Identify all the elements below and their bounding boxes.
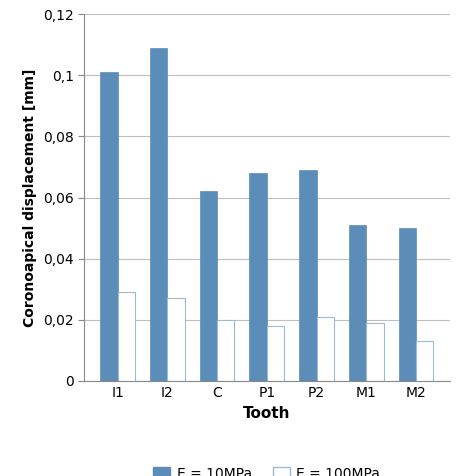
X-axis label: Tooth: Tooth <box>243 406 290 421</box>
Bar <box>249 173 266 381</box>
Bar <box>150 48 167 381</box>
Bar <box>316 317 333 381</box>
Bar <box>365 323 383 381</box>
Bar <box>398 228 415 381</box>
Bar <box>167 298 184 381</box>
Bar <box>348 225 365 381</box>
Legend: E = 10MPa, E = 100MPa: E = 10MPa, E = 100MPa <box>147 461 385 476</box>
Bar <box>415 341 432 381</box>
Bar <box>217 320 234 381</box>
Bar <box>266 326 284 381</box>
Bar <box>117 292 135 381</box>
Bar <box>100 72 117 381</box>
Y-axis label: Coronoapical displacement [mm]: Coronoapical displacement [mm] <box>24 69 38 327</box>
Bar <box>299 170 316 381</box>
Bar <box>199 191 217 381</box>
